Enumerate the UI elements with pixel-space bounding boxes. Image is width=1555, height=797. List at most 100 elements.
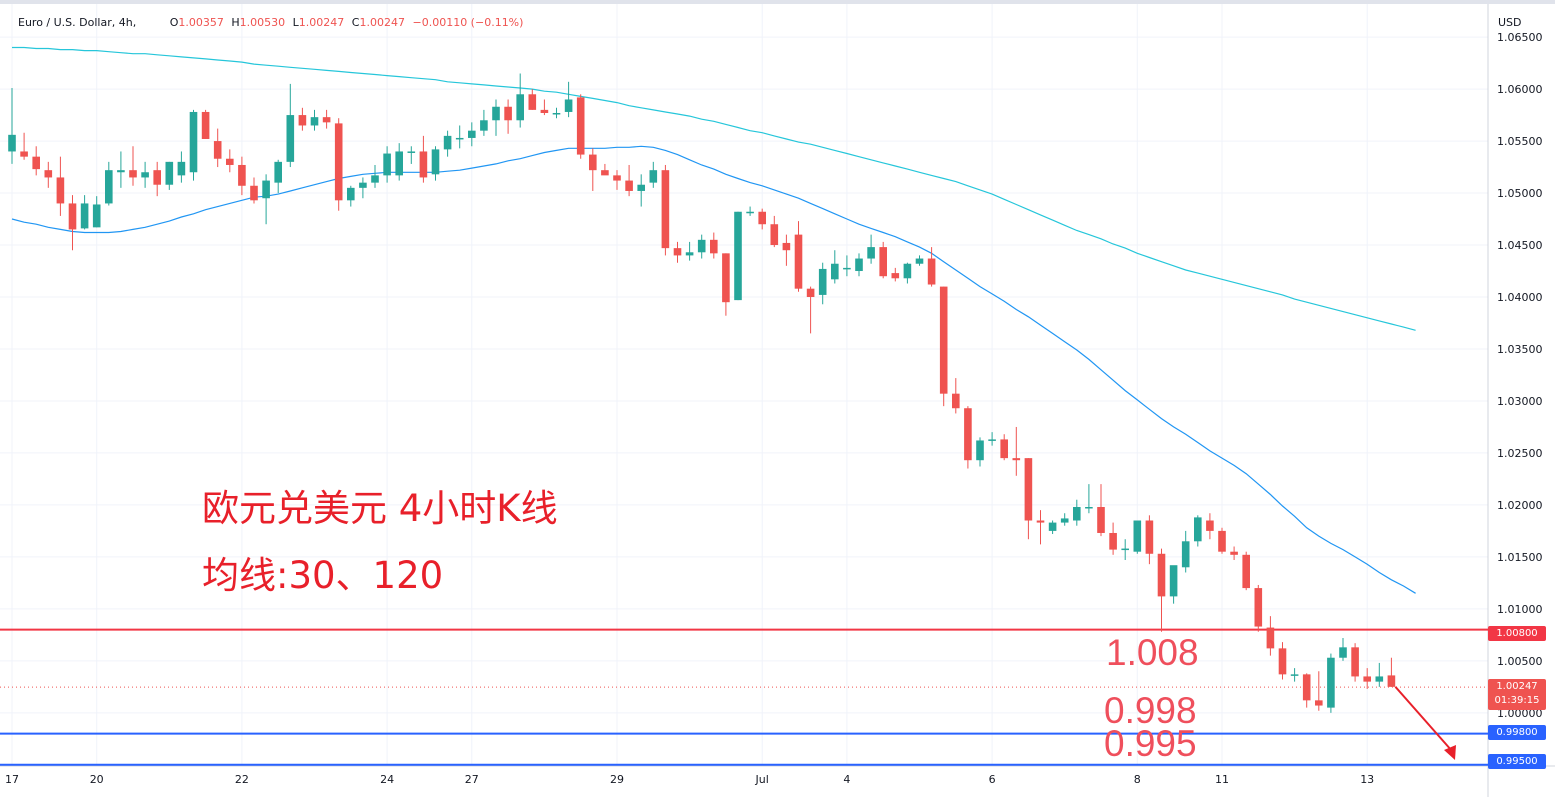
candle — [758, 208, 766, 230]
candle — [1109, 522, 1117, 555]
candle-body — [564, 99, 573, 112]
candle-body — [1024, 458, 1033, 521]
candle — [915, 255, 924, 266]
candle — [649, 161, 658, 188]
candle — [927, 247, 936, 287]
candle — [286, 83, 295, 168]
candle — [105, 161, 113, 206]
price-tick-label: 1.01000 — [1497, 603, 1543, 616]
candle-body — [710, 239, 718, 254]
candle-body — [831, 263, 839, 280]
candle-body — [576, 97, 585, 155]
candle — [1024, 458, 1033, 540]
candle-body — [734, 211, 742, 301]
time-axis[interactable]: 17 20 22 24 27 29 Jul 4 6 8 11 13 — [5, 773, 1374, 786]
candle — [92, 196, 101, 228]
candle-body — [1290, 674, 1299, 676]
candle-body — [794, 234, 803, 289]
top-border — [0, 0, 1555, 4]
candle — [1266, 616, 1275, 656]
candle-body — [226, 158, 234, 165]
candle-body — [625, 180, 633, 191]
close-label: C — [351, 16, 360, 29]
candle — [262, 174, 270, 225]
price-tick-label: 1.02500 — [1497, 447, 1543, 460]
candle-body — [492, 106, 500, 121]
candle — [552, 107, 561, 119]
candle — [1254, 584, 1263, 632]
candle-body — [843, 267, 851, 270]
candle-body — [371, 175, 379, 183]
candle-body — [359, 182, 367, 188]
candle-body — [1278, 648, 1287, 675]
candle — [637, 174, 645, 207]
candle — [1000, 434, 1008, 461]
candle-body — [262, 180, 270, 199]
candle — [1375, 662, 1384, 687]
candle — [1327, 653, 1335, 713]
candle-body — [250, 185, 258, 201]
candle-body — [1048, 522, 1057, 531]
symbol-title[interactable]: Euro / U.S. Dollar, 4h, — [18, 16, 137, 29]
symbol-legend: Euro / U.S. Dollar, 4h, O1.00357 H1.0053… — [18, 16, 527, 29]
candle — [44, 161, 53, 188]
candle-body — [201, 111, 210, 139]
open-value: 1.00357 — [178, 16, 224, 29]
candle — [153, 161, 161, 197]
candle-body — [746, 211, 754, 214]
level-label-0995: 0.995 — [1104, 723, 1197, 764]
candle — [1206, 513, 1214, 540]
moving-averages — [11, 46, 1416, 594]
candle-body — [770, 224, 779, 246]
candle — [1133, 520, 1142, 554]
candle-body — [480, 120, 488, 131]
candle — [455, 125, 464, 149]
candle-body — [806, 288, 815, 297]
candle — [613, 170, 621, 190]
candle — [1048, 520, 1057, 535]
candle-body — [1121, 548, 1129, 551]
candle — [746, 206, 754, 216]
candle-body — [855, 258, 863, 272]
candle — [141, 161, 149, 188]
countdown-timer: 01:39:15 — [1494, 695, 1540, 706]
candle — [818, 262, 827, 305]
candle — [1278, 642, 1287, 680]
low-value: 1.00247 — [298, 16, 345, 29]
candle — [177, 151, 186, 183]
price-tick-label: 1.00000 — [1497, 707, 1543, 720]
candle-body — [649, 170, 658, 183]
high-label: H — [231, 16, 240, 29]
candle-body — [818, 268, 827, 295]
candle-body — [129, 170, 137, 178]
ma120-line — [12, 46, 1416, 331]
candle-body — [601, 170, 609, 176]
price-tick-label: 1.03000 — [1497, 395, 1543, 408]
candle-body — [988, 439, 996, 441]
candle — [310, 109, 319, 131]
candle-body — [782, 242, 791, 251]
candle-body — [1000, 439, 1008, 459]
candle-body — [661, 170, 670, 249]
candle — [1085, 484, 1093, 514]
candle — [492, 99, 500, 136]
candle — [431, 146, 440, 181]
candle — [540, 99, 549, 116]
candle — [1351, 643, 1359, 682]
price-axis[interactable]: 1.06500 1.06000 1.05500 1.05000 1.04500 1.040… — [1497, 31, 1543, 720]
candle — [383, 146, 391, 183]
candle-body — [141, 172, 149, 178]
candle — [1169, 565, 1178, 604]
candle-body — [685, 252, 694, 256]
candle — [1363, 668, 1371, 689]
candle-body — [528, 94, 537, 110]
candle — [964, 406, 972, 469]
candle — [528, 89, 537, 110]
candle-body — [1242, 554, 1250, 589]
price-tick-label: 1.01500 — [1497, 551, 1543, 564]
candle — [129, 146, 137, 186]
candle — [1194, 515, 1202, 547]
